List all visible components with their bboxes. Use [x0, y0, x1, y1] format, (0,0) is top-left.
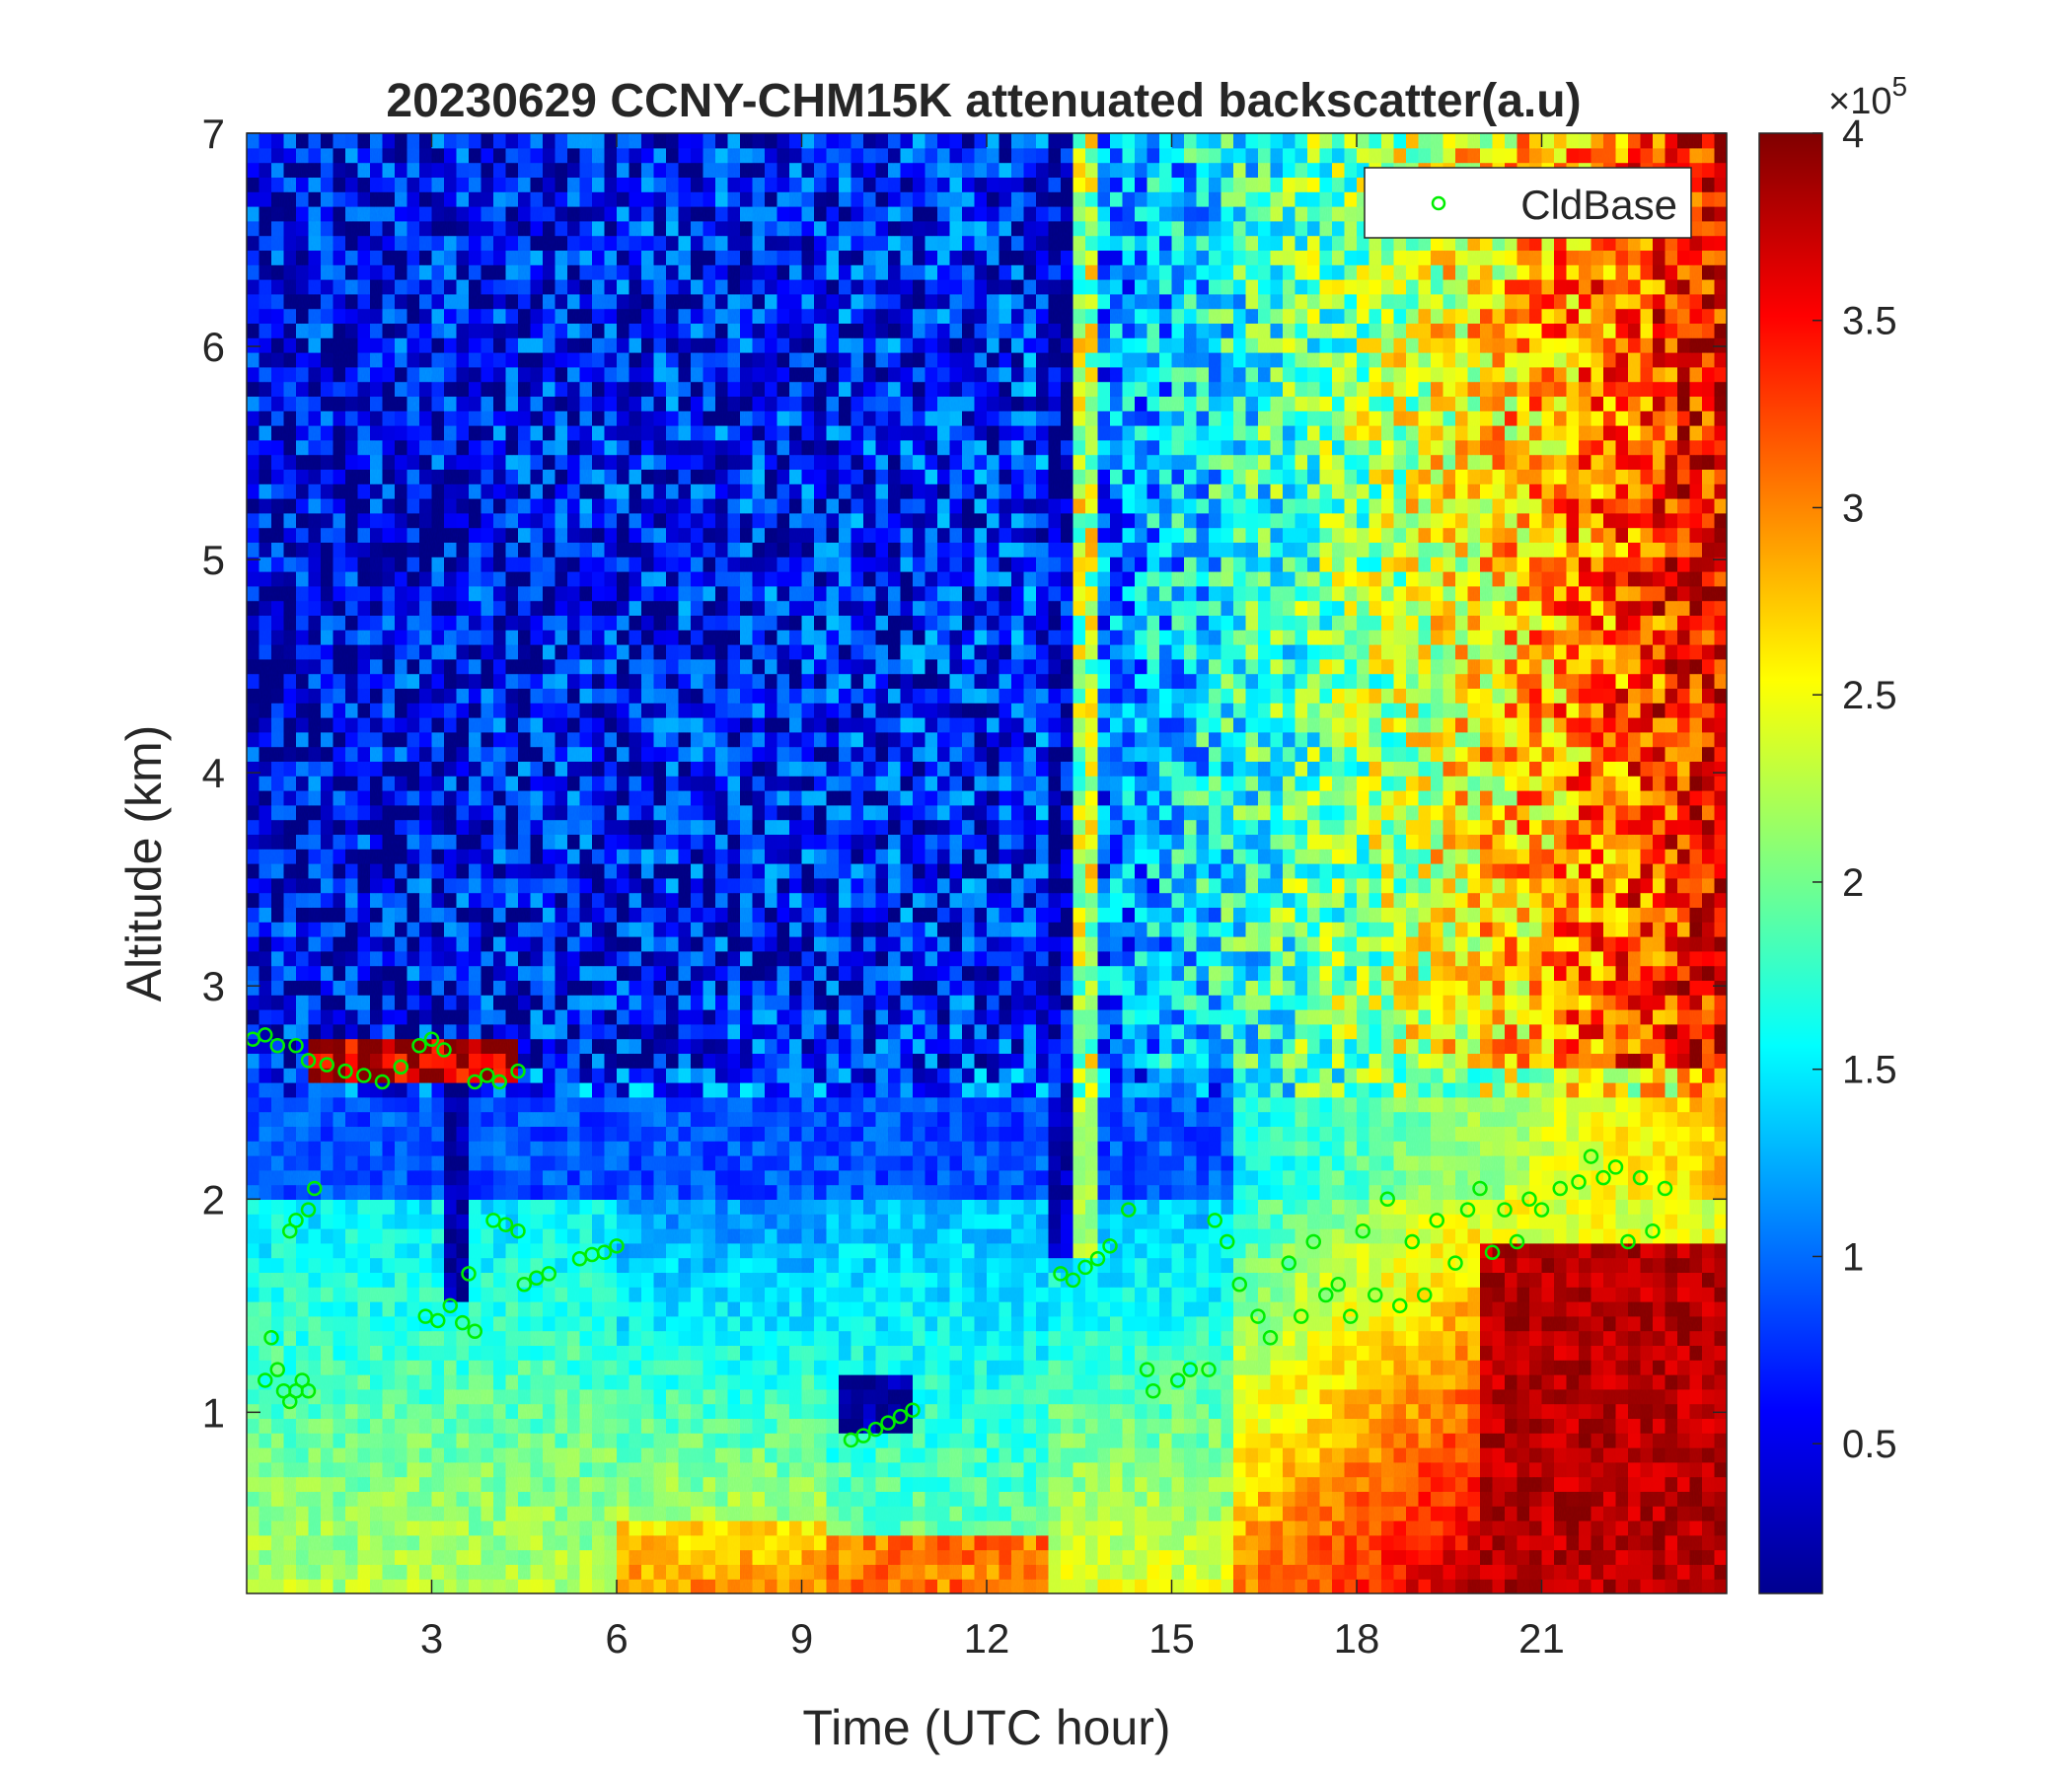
chart-title: 20230629 CCNY-CHM15K attenuated backscat…: [386, 75, 1581, 127]
